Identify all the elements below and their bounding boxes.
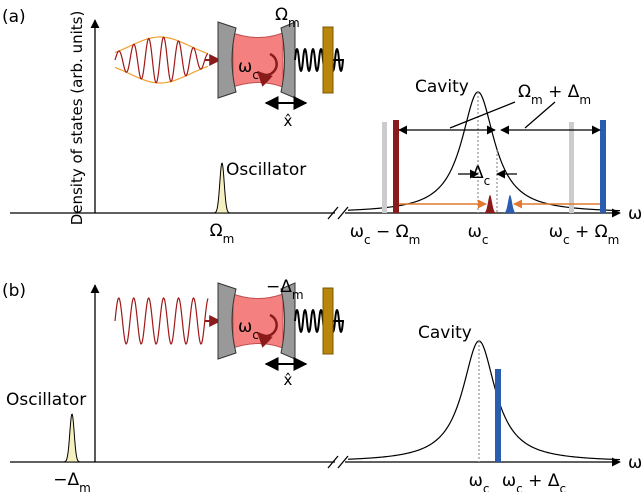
label-part: −Δ — [53, 470, 79, 490]
label-part: + Δ — [543, 82, 580, 102]
oscillator-label: Oscillator — [226, 160, 306, 180]
oscillator-peak — [62, 413, 81, 463]
label-part: ω — [238, 57, 252, 77]
scattered-peak — [502, 195, 518, 213]
cavity-frequency: ωc — [238, 57, 259, 82]
support — [322, 287, 334, 355]
drive-line — [393, 120, 399, 213]
displacement-label: x̂ — [284, 371, 293, 389]
pulse-envelope — [114, 36, 209, 55]
x-axis-label: ω — [628, 453, 642, 473]
drive-wave — [114, 297, 209, 345]
subscript: m — [579, 93, 591, 107]
probe-line — [600, 120, 606, 213]
label-part: Ω — [210, 221, 223, 241]
subscript: c — [484, 174, 491, 188]
label-part: Ω — [275, 5, 288, 25]
axis-break — [337, 455, 349, 469]
pulse-envelope — [114, 65, 209, 84]
label-part: + Ω — [570, 222, 608, 242]
support — [322, 26, 334, 94]
cavity-density — [347, 340, 621, 461]
panel-tag: (b) — [2, 281, 26, 301]
x-tick-label: ωc + Δc — [502, 471, 566, 492]
subscript: c — [364, 233, 371, 247]
subscript: m — [79, 481, 91, 492]
subscript: m — [223, 232, 235, 246]
sideband — [382, 122, 387, 213]
cavity-label: Cavity — [415, 77, 469, 97]
mirror — [217, 282, 237, 360]
x-tick-label: ωc — [469, 471, 490, 492]
drive-label: −Δm — [266, 277, 304, 302]
leader — [524, 101, 556, 129]
subscript: c — [482, 233, 489, 247]
cavity-label: Cavity — [418, 323, 472, 343]
y-axis-label: Density of states (arb. units) — [68, 11, 86, 226]
spring — [294, 48, 345, 72]
drive-wave — [114, 36, 209, 84]
x-tick-label: ωc — [468, 222, 489, 247]
oscillator-tick: Ωm — [210, 221, 235, 246]
subscript: m — [288, 16, 300, 30]
label-part: ω — [468, 222, 482, 242]
oscillator-peak — [212, 162, 231, 214]
label-part: ω — [502, 471, 516, 491]
panel-tag: (a) — [2, 7, 26, 27]
subscript: c — [252, 68, 259, 82]
spring — [294, 309, 345, 333]
subscript: m — [292, 288, 304, 302]
x-tick-label: ωc − Ωm — [350, 222, 421, 247]
oscillator-label: Oscillator — [6, 390, 86, 410]
leader — [449, 101, 516, 129]
sideband — [569, 122, 574, 213]
scattered-peak — [482, 195, 498, 213]
round-trip — [256, 313, 278, 348]
subscript: c — [516, 482, 523, 492]
displacement-label: x̂ — [284, 112, 293, 130]
label-part: ω — [238, 317, 252, 337]
subscript: m — [531, 93, 543, 107]
drive-label: Ωm — [275, 5, 300, 30]
x-axis-label: ω — [628, 204, 642, 224]
delta-c-label: Δc — [472, 163, 490, 188]
subscript: m — [409, 233, 421, 247]
x-tick-label: ωc + Ωm — [549, 222, 620, 247]
subscript: c — [483, 482, 490, 492]
label-part: ω — [350, 222, 364, 242]
round-trip — [256, 52, 278, 87]
oscillator-tick: −Δm — [53, 470, 91, 492]
detuning-label: Ωm + Δm — [518, 82, 591, 107]
probe-line — [495, 369, 501, 462]
label-part: Ω — [518, 82, 531, 102]
label-part: ω — [469, 471, 483, 491]
cavity-frequency: ωc — [238, 317, 259, 342]
axis-break — [327, 206, 339, 220]
mirror — [217, 21, 237, 99]
label-part: − Ω — [371, 222, 409, 242]
label-part: + Δ — [523, 471, 560, 491]
drawing — [10, 19, 621, 469]
axis-break — [327, 455, 339, 469]
subscript: c — [563, 233, 570, 247]
subscript: m — [608, 233, 620, 247]
subscript: c — [559, 482, 566, 492]
label-part: ω — [549, 222, 563, 242]
subscript: c — [252, 328, 259, 342]
axis-break — [337, 206, 349, 220]
cavity-density — [347, 91, 621, 212]
label-part: Δ — [472, 163, 484, 183]
label-part: −Δ — [266, 277, 292, 297]
